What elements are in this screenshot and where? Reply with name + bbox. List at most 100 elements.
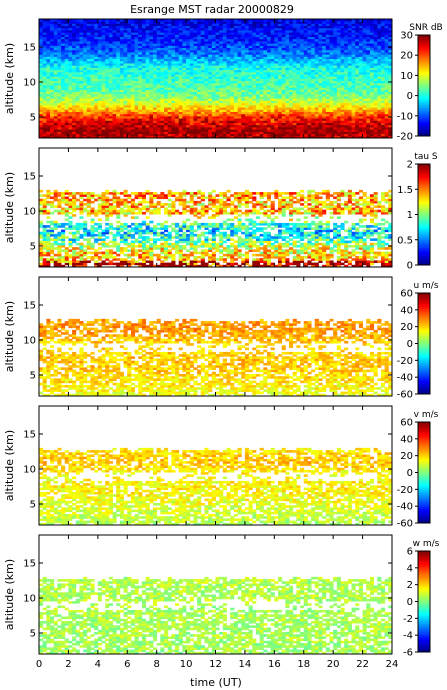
heatmap-cell <box>97 133 102 137</box>
heatmap-cell <box>351 49 356 53</box>
heatmap-cell <box>252 58 257 62</box>
heatmap-cell <box>318 89 323 93</box>
heatmap-cell <box>274 82 279 86</box>
heatmap-cell <box>160 41 165 44</box>
heatmap-cell <box>182 74 187 77</box>
heatmap-cell <box>237 56 242 60</box>
heatmap-cell <box>255 98 261 101</box>
heatmap-cell <box>141 47 147 51</box>
heatmap-cell <box>116 87 121 90</box>
heatmap-cell <box>83 122 88 126</box>
heatmap-cell <box>171 78 176 82</box>
heatmap-cell <box>336 41 341 44</box>
heatmap-cell <box>152 109 158 112</box>
heatmap-cell <box>340 102 345 106</box>
heatmap-cell <box>160 87 165 90</box>
heatmap-cell <box>281 27 286 31</box>
heatmap-cell <box>215 54 220 57</box>
heatmap-cell <box>178 47 183 51</box>
heatmap-cell <box>347 41 352 44</box>
heatmap-cell <box>303 34 308 38</box>
heatmap-cell <box>252 93 257 97</box>
heatmap-cell <box>384 93 389 97</box>
heatmap-cell <box>167 58 172 62</box>
heatmap-cell <box>230 133 235 137</box>
heatmap-cell <box>50 45 55 49</box>
heatmap-cell <box>134 47 139 51</box>
heatmap-cell <box>145 135 150 139</box>
heatmap-cell <box>182 87 187 90</box>
heatmap-cell <box>377 118 382 121</box>
heatmap-cell <box>325 71 330 75</box>
heatmap-cell <box>90 107 95 110</box>
heatmap-cell <box>152 98 158 101</box>
heatmap-cell <box>241 129 246 132</box>
heatmap-cell <box>266 76 272 79</box>
heatmap-cell <box>39 113 44 117</box>
heatmap-cell <box>130 80 136 84</box>
heatmap-cell <box>79 23 84 27</box>
heatmap-cell <box>119 49 124 53</box>
heatmap-cell <box>57 109 62 112</box>
heatmap-cell <box>171 100 176 104</box>
heatmap-cell <box>189 111 194 115</box>
heatmap-cell <box>222 91 227 95</box>
heatmap-cell <box>127 23 132 27</box>
heatmap-cell <box>318 63 323 66</box>
heatmap-cell <box>94 67 99 71</box>
heatmap-cell <box>263 124 268 128</box>
heatmap-cell <box>329 100 334 104</box>
heatmap-cell <box>42 71 47 75</box>
heatmap-cell <box>42 74 47 77</box>
heatmap-cell <box>193 115 198 119</box>
heatmap-cell <box>160 80 165 84</box>
heatmap-cell <box>156 118 161 121</box>
heatmap-cell <box>329 69 334 73</box>
heatmap-cell <box>105 27 110 31</box>
heatmap-cell <box>167 23 172 27</box>
heatmap-cell <box>130 135 136 139</box>
heatmap-cell <box>127 98 132 101</box>
heatmap-cell <box>266 80 272 84</box>
heatmap-cell <box>274 34 279 38</box>
heatmap-cell <box>141 41 147 44</box>
heatmap-cell <box>362 49 367 53</box>
heatmap-cell <box>116 113 121 117</box>
heatmap-cell <box>208 126 213 130</box>
heatmap-cell <box>75 47 80 51</box>
heatmap-cell <box>380 126 386 130</box>
heatmap-cell <box>75 85 80 88</box>
heatmap-cell <box>373 41 378 44</box>
heatmap-cell <box>171 43 176 46</box>
heatmap-cell <box>112 82 117 86</box>
heatmap-cell <box>57 113 62 117</box>
heatmap-cell <box>108 32 113 35</box>
heatmap-cell <box>281 45 286 49</box>
heatmap-cell <box>211 32 216 35</box>
heatmap-cell <box>369 30 375 33</box>
heatmap-cell <box>145 100 150 104</box>
heatmap-cell <box>101 100 106 104</box>
heatmap-cell <box>215 113 220 117</box>
heatmap-cell <box>369 78 375 82</box>
heatmap-cell <box>97 115 102 119</box>
heatmap-cell <box>318 107 323 110</box>
heatmap-cell <box>248 41 253 44</box>
heatmap-cell <box>307 115 312 119</box>
heatmap-cell <box>97 49 102 53</box>
heatmap-cell <box>57 115 62 119</box>
heatmap-cell <box>105 91 110 95</box>
heatmap-cell <box>237 34 242 38</box>
heatmap-cell <box>241 67 246 71</box>
heatmap-cell <box>83 38 88 42</box>
heatmap-cell <box>94 27 99 31</box>
heatmap-cell <box>200 104 205 108</box>
heatmap-cell <box>119 25 124 29</box>
heatmap-cell <box>230 89 235 93</box>
heatmap-cell <box>72 113 77 117</box>
heatmap-cell <box>152 54 158 57</box>
heatmap-cell <box>329 118 334 121</box>
heatmap-cell <box>281 34 286 38</box>
heatmap-cell <box>244 65 249 68</box>
heatmap-cell <box>259 133 264 137</box>
